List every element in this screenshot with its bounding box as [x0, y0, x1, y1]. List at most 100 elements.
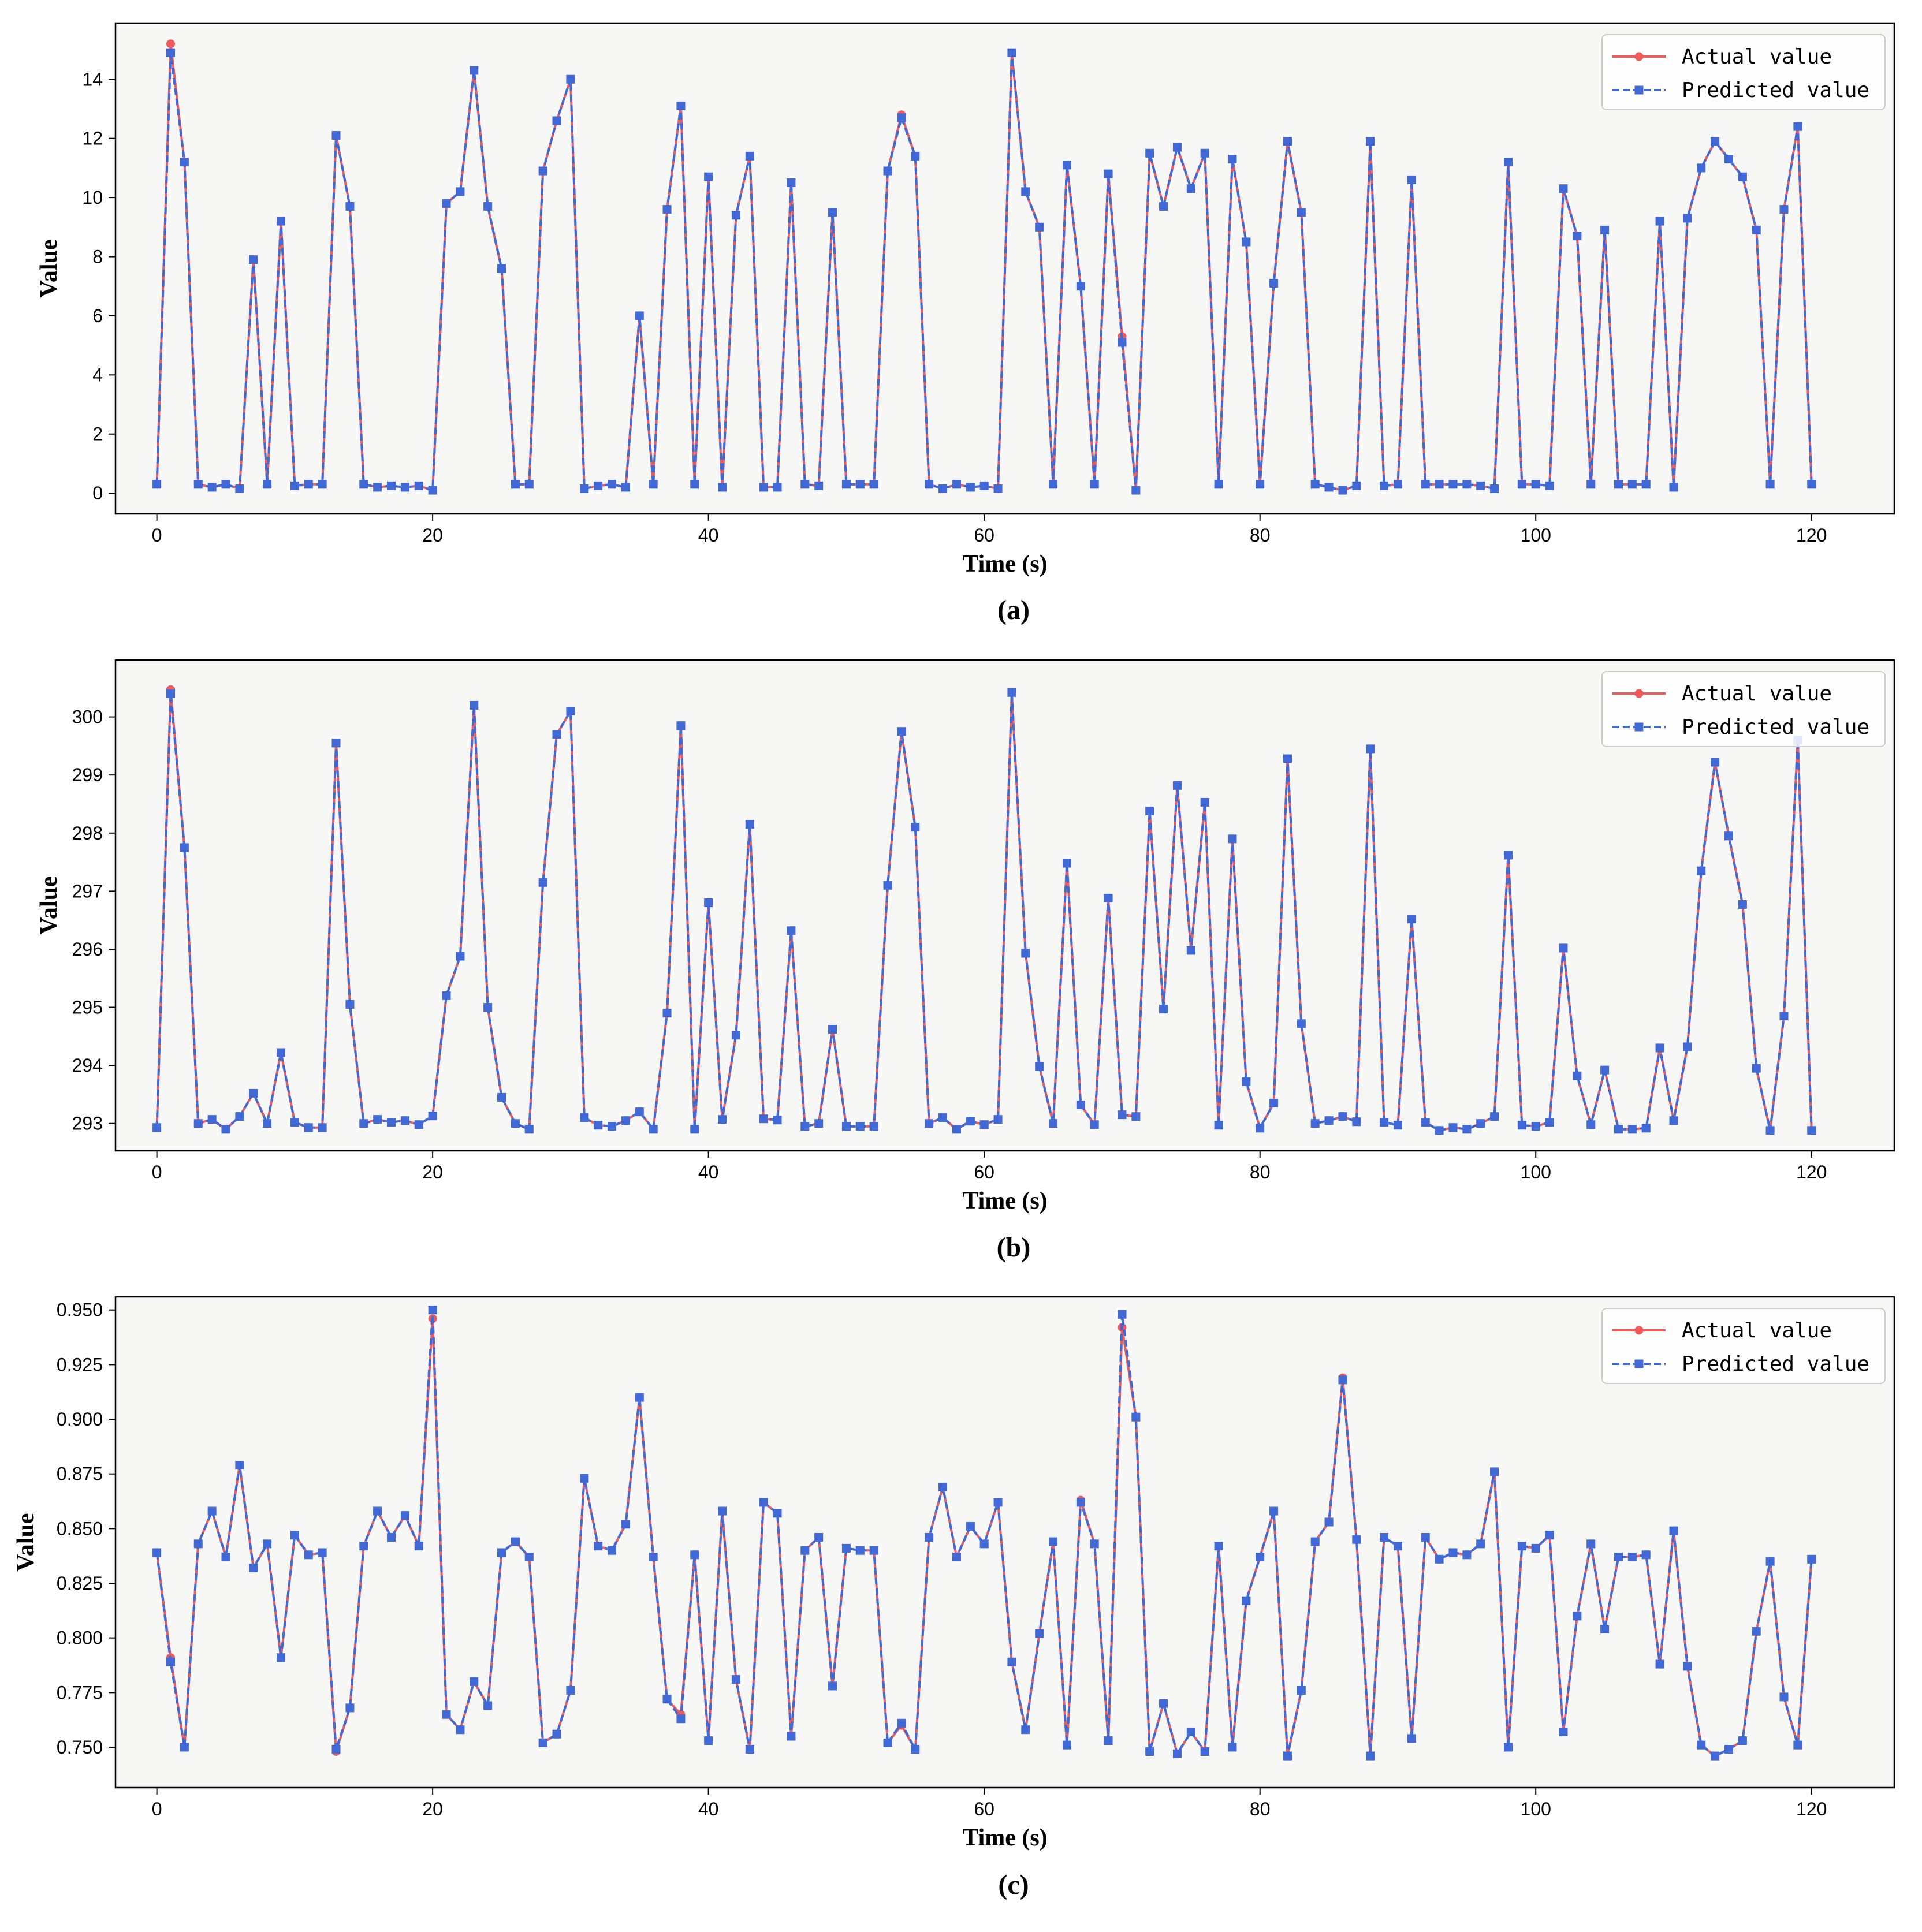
data-point — [635, 311, 644, 320]
data-point — [1545, 481, 1554, 490]
data-point — [966, 1117, 975, 1126]
data-point — [221, 1125, 230, 1134]
data-point — [897, 113, 906, 122]
data-point — [855, 1122, 865, 1131]
data-point — [497, 1548, 506, 1557]
data-point — [1559, 184, 1568, 193]
data-point — [483, 1003, 493, 1012]
data-point — [1242, 1596, 1251, 1605]
data-point — [966, 1522, 975, 1531]
data-point — [1655, 1659, 1664, 1669]
data-point — [649, 1125, 658, 1134]
data-point — [773, 1116, 782, 1125]
data-point — [456, 952, 465, 961]
data-point — [1586, 1539, 1596, 1549]
data-point — [1007, 688, 1016, 697]
data-point — [1214, 480, 1223, 489]
legend-marker — [1634, 1326, 1644, 1335]
data-point — [1462, 1550, 1472, 1560]
data-point — [524, 1125, 534, 1134]
data-point — [745, 1745, 754, 1754]
data-point — [331, 131, 341, 140]
data-point — [787, 926, 796, 935]
data-point — [1641, 480, 1651, 489]
data-point — [221, 1553, 230, 1562]
data-point — [566, 707, 575, 716]
data-point — [1738, 172, 1747, 181]
data-point — [180, 1743, 189, 1752]
data-point — [1531, 1543, 1540, 1553]
data-point — [662, 1009, 672, 1018]
x-tick-label: 100 — [1521, 1799, 1551, 1819]
x-tick-label: 60 — [974, 1162, 994, 1183]
data-point — [1007, 48, 1016, 57]
y-tick-label: 6 — [92, 305, 103, 326]
data-point — [1503, 1743, 1513, 1752]
y-tick-label: 0.775 — [57, 1682, 103, 1703]
data-point — [1752, 1627, 1761, 1636]
data-point — [1297, 208, 1306, 217]
data-point — [193, 480, 203, 489]
data-point — [1779, 1692, 1789, 1702]
legend-label: Actual value — [1682, 1319, 1832, 1342]
data-point — [497, 1092, 506, 1102]
x-tick-label: 100 — [1521, 1162, 1551, 1183]
panel-caption: (b) — [997, 1232, 1031, 1263]
legend-marker — [1634, 689, 1644, 698]
data-point — [676, 1714, 686, 1724]
data-point — [1159, 202, 1168, 211]
data-point — [608, 1122, 617, 1131]
data-point — [1559, 943, 1568, 953]
data-point — [635, 1107, 644, 1117]
data-point — [883, 166, 892, 176]
data-point — [400, 1116, 409, 1125]
data-point — [345, 1703, 355, 1713]
data-point — [580, 1474, 589, 1483]
data-point — [166, 689, 176, 698]
legend-box — [1601, 1308, 1886, 1384]
data-point — [1131, 1112, 1141, 1121]
data-point — [1476, 1119, 1485, 1128]
data-point — [759, 1498, 768, 1507]
y-tick-label: 294 — [72, 1055, 103, 1076]
data-point — [1228, 834, 1237, 844]
data-point — [1807, 1126, 1816, 1135]
data-point — [1352, 1117, 1361, 1127]
y-tick-label: 297 — [72, 881, 103, 901]
legend-label: Predicted value — [1682, 715, 1869, 739]
data-point — [207, 1115, 217, 1124]
data-point — [704, 172, 713, 181]
data-point — [773, 1509, 782, 1518]
data-point — [1435, 480, 1444, 489]
data-point — [608, 480, 617, 489]
data-point — [345, 202, 355, 211]
data-point — [1186, 1727, 1195, 1736]
data-point — [993, 1498, 1003, 1507]
data-point — [869, 1546, 878, 1555]
chart-panel-2: 0 20 40 60 80 100 120 293 294 295 296 297 298 299 300 T… — [36, 659, 1895, 1263]
plot-area — [114, 1296, 1895, 1789]
y-tick-label: 14 — [82, 69, 103, 89]
data-point — [608, 1546, 617, 1555]
data-point — [373, 1115, 382, 1124]
data-point — [193, 1119, 203, 1128]
data-point — [1145, 807, 1154, 816]
data-point — [676, 101, 686, 110]
data-point — [428, 1112, 437, 1121]
data-point — [1407, 1734, 1416, 1743]
data-point — [1435, 1554, 1444, 1564]
y-tick-label: 8 — [92, 247, 103, 267]
data-point — [1090, 1539, 1099, 1549]
x-tick-label: 60 — [974, 525, 994, 546]
data-point — [938, 484, 948, 493]
data-point — [1573, 232, 1582, 241]
legend-marker — [1634, 722, 1644, 732]
data-point — [1779, 1012, 1789, 1021]
data-point — [331, 739, 341, 748]
data-point — [1256, 1553, 1265, 1562]
y-tick-label: 0.950 — [57, 1300, 103, 1321]
data-point — [1242, 1077, 1251, 1086]
data-point — [855, 480, 865, 489]
y-tick-label: 0.750 — [57, 1737, 103, 1758]
x-tick-label: 0 — [152, 1162, 162, 1183]
